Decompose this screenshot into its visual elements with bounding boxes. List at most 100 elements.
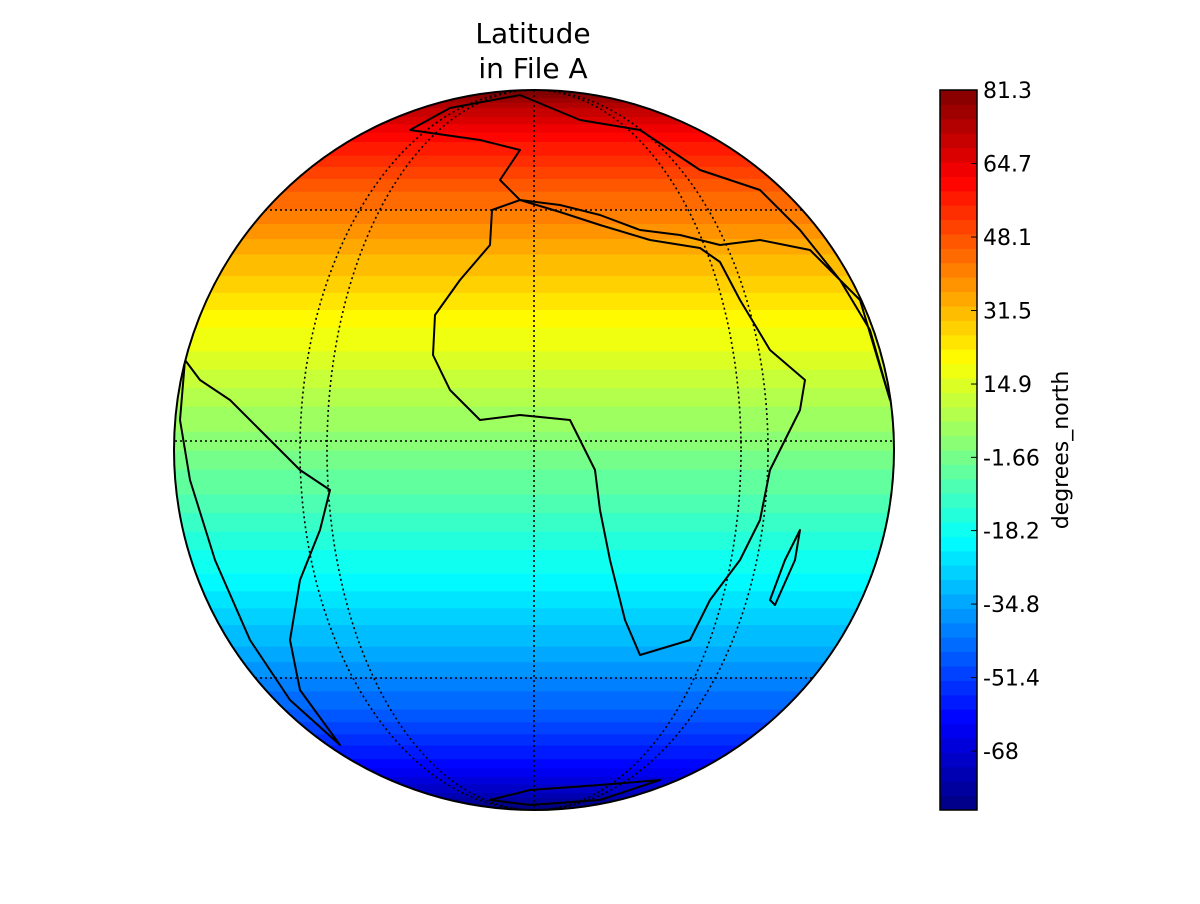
latitude-band xyxy=(174,656,894,663)
colorbar-band xyxy=(940,349,977,365)
latitude-band xyxy=(174,344,894,352)
latitude-band xyxy=(174,309,894,316)
latitude-band xyxy=(174,624,894,631)
colorbar-band xyxy=(940,680,977,696)
latitude-band xyxy=(174,755,894,760)
latitude-band xyxy=(174,456,894,464)
latitude-band xyxy=(174,725,894,731)
latitude-band xyxy=(174,443,894,451)
eurasia xyxy=(409,94,891,401)
latitude-band xyxy=(174,116,894,120)
colorbar-band xyxy=(940,464,977,480)
colorbar-band xyxy=(940,320,977,336)
latitude-band xyxy=(174,92,894,95)
latitude-band xyxy=(174,635,894,642)
latitude-band xyxy=(174,704,894,710)
colorbar-band xyxy=(940,752,977,768)
colorbar-band xyxy=(940,608,977,624)
latitude-band xyxy=(174,195,894,201)
colorbar-tick-label: 81.3 xyxy=(983,79,1032,104)
colorbar-tick-label: -68 xyxy=(983,740,1019,765)
colorbar-band xyxy=(940,334,977,350)
latitude-band xyxy=(174,797,894,800)
antarctica xyxy=(489,779,661,806)
colorbar-tick-label: 48.1 xyxy=(983,226,1032,251)
colorbar-band xyxy=(940,262,977,278)
colorbar-band xyxy=(940,205,977,221)
latitude-band xyxy=(174,729,894,735)
latitude-band xyxy=(174,761,894,766)
map-overlay xyxy=(174,90,894,810)
colorbar-band xyxy=(940,536,977,552)
colorbar-band xyxy=(940,90,977,105)
colorbar-band xyxy=(940,104,977,120)
latitude-band xyxy=(174,424,894,432)
latitude-band xyxy=(174,786,894,789)
latitude-band xyxy=(174,418,894,426)
colorbar-band xyxy=(940,478,977,494)
latitude-band xyxy=(174,399,894,407)
latitude-band xyxy=(174,721,894,727)
globe-outline xyxy=(173,89,895,811)
colorbar-tick-label: -1.66 xyxy=(983,446,1040,471)
colorbar-band xyxy=(940,781,977,797)
latitude-band xyxy=(174,107,894,111)
coastlines xyxy=(179,94,891,806)
latitude-band xyxy=(174,506,894,514)
colorbar-band xyxy=(940,176,977,192)
latitude-band xyxy=(174,781,894,785)
latitude-band xyxy=(174,717,894,723)
latitude-band xyxy=(174,808,894,810)
colorbar-band xyxy=(940,622,977,638)
latitude-band xyxy=(174,751,894,756)
latitude-band xyxy=(174,393,894,401)
colorbar-band xyxy=(940,450,977,465)
latitude-band xyxy=(174,681,894,687)
latitude-band xyxy=(174,91,894,94)
colorbar-tick-label: 14.9 xyxy=(983,373,1032,398)
colorbar-band xyxy=(940,507,977,523)
latitude-band xyxy=(174,651,894,658)
latitude-band xyxy=(174,590,894,598)
latitude-band xyxy=(174,776,894,780)
title-line: Latitude xyxy=(475,17,590,50)
colorbar-band xyxy=(940,277,977,293)
latitude-band xyxy=(174,111,894,115)
latitude-band xyxy=(174,155,894,160)
latitude-band xyxy=(174,151,894,156)
colorbar-band xyxy=(940,421,977,437)
latitude-band xyxy=(174,475,894,482)
graticule xyxy=(174,90,894,810)
latitude-band xyxy=(174,596,894,603)
colorbar-band xyxy=(940,766,977,782)
colorbar-band xyxy=(940,709,977,725)
latitude-band xyxy=(174,792,894,795)
latitude-band xyxy=(174,264,894,271)
latitude-band xyxy=(174,676,894,683)
latitude-band xyxy=(174,141,894,146)
colorbar-band xyxy=(940,291,977,307)
latitude-band xyxy=(174,162,894,167)
colorbar-band xyxy=(940,565,977,581)
meridian xyxy=(326,90,742,810)
latitude-band xyxy=(174,767,894,772)
latitude-band xyxy=(174,640,894,647)
colorbar-band xyxy=(940,738,977,753)
colorbar-band xyxy=(940,694,977,710)
colorbar-band xyxy=(940,133,977,149)
latitude-band xyxy=(174,338,894,346)
latitude-band xyxy=(174,468,894,476)
latitude-band xyxy=(174,524,894,532)
colorbar-tick-label: 64.7 xyxy=(983,153,1032,178)
latitude-band xyxy=(174,431,894,439)
colorbar-tick-label: -51.4 xyxy=(983,667,1040,692)
colorbar-tick-label: -34.8 xyxy=(983,593,1040,618)
colorbar-band xyxy=(940,637,977,653)
colorbar-band xyxy=(940,162,977,177)
title-line: in File A xyxy=(478,52,587,85)
colorbar-band xyxy=(940,522,977,537)
latitude-band xyxy=(174,807,894,809)
latitude-band xyxy=(174,381,894,389)
latitude-band xyxy=(174,802,894,804)
meridian xyxy=(299,90,769,810)
